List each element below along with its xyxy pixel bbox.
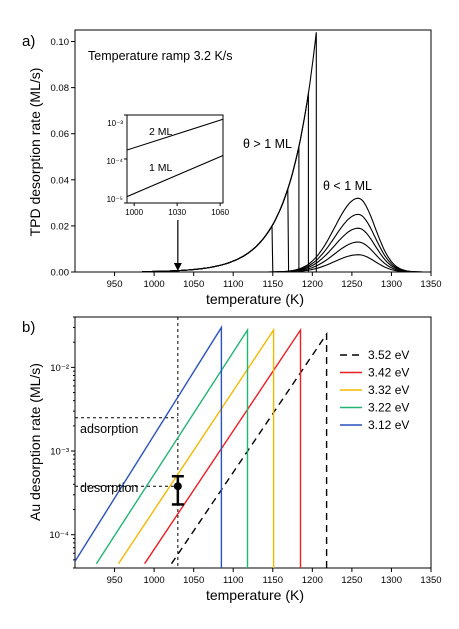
panel-b-y-axis-label: Au desorption rate (ML/s) [27, 363, 43, 521]
inset-x-tick-label: 1000 [125, 208, 143, 217]
panel-a-x-ticks: 950 1000 1050 1100 1150 1200 1250 1300 1350 [107, 272, 442, 290]
legend-label: 3.42 eV [368, 366, 409, 380]
panel-a-label: a) [22, 33, 35, 50]
zero-order-curve [142, 32, 317, 273]
panel-a-inset: 1000 1030 1060 10⁻³ 10⁻⁴ 10⁻⁵ 2 ML 1 ML [106, 114, 230, 217]
panel-a-theta-greater-annotation: θ > 1 ML [243, 137, 292, 151]
y-tick-label: 10⁻³ [50, 447, 69, 458]
x-tick-label: 1200 [302, 575, 323, 586]
panel-b-x-axis-label: temperature (K) [206, 587, 304, 603]
x-tick-label: 1050 [183, 279, 204, 290]
series-line [117, 327, 275, 568]
inset-series-2ml-label: 2 ML [149, 126, 173, 138]
panel-a-arrow [173, 220, 182, 271]
x-tick-label: 1200 [302, 279, 323, 290]
x-tick-label: 1100 [223, 575, 243, 586]
panel-b-x-ticks: 950 1000 1050 1100 1150 1200 1250 1300 1350 [107, 568, 442, 586]
x-tick-label: 1300 [381, 575, 402, 586]
y-tick-label: 0.02 [51, 221, 70, 232]
data-point-marker [173, 482, 182, 491]
panel-b-desorption-label: desorption [80, 481, 138, 495]
inset-y-tick-label: 10⁻⁴ [106, 157, 123, 166]
panel-a-y-axis-label: TPD desorption rate (ML/s) [27, 68, 43, 237]
inset-series-line [126, 118, 224, 151]
inset-lines [126, 118, 224, 198]
inset-series-1ml-label: 1 ML [149, 162, 173, 174]
legend-label: 3.12 eV [368, 418, 409, 432]
x-tick-label: 950 [107, 575, 123, 586]
panel-b-y-ticks: 10⁻⁴ 10⁻³ 10⁻² [49, 316, 75, 569]
x-tick-label: 1250 [341, 575, 362, 586]
panel-b-data-point [171, 474, 184, 506]
y-tick-label: 10⁻⁴ [49, 530, 69, 541]
x-tick-label: 1250 [341, 279, 362, 290]
inset-y-tick-label: 10⁻³ [107, 119, 123, 128]
panel-b: b) 950 1000 1050 1100 1150 1200 1250 1300 1350 1… [22, 316, 442, 603]
panel-a-y-ticks: 0.00 0.02 0.04 0.06 0.08 0.10 [51, 37, 75, 279]
inset-x-tick-label: 1030 [168, 208, 186, 217]
x-tick-label: 1150 [263, 279, 283, 290]
y-tick-label: 0.06 [51, 129, 70, 140]
panel-b-reference-lines [75, 317, 179, 568]
series-line [95, 327, 249, 568]
x-tick-label: 1350 [420, 279, 441, 290]
y-tick-label: 0.08 [51, 83, 70, 94]
panel-a-curves [75, 32, 431, 273]
x-tick-label: 950 [107, 279, 123, 290]
panel-a-ramp-annotation: Temperature ramp 3.2 K/s [88, 49, 233, 63]
y-tick-label: 0.10 [51, 37, 70, 48]
panel-b-frame [74, 316, 432, 569]
y-tick-label: 0.00 [51, 268, 70, 279]
x-tick-label: 1050 [183, 575, 204, 586]
y-tick-label: 10⁻² [50, 363, 69, 374]
legend-label: 3.52 eV [368, 348, 409, 362]
inset-y-tick-label: 10⁻⁵ [107, 195, 123, 204]
panel-b-adsorption-label: adsorption [80, 422, 138, 436]
panel-b-label: b) [22, 319, 35, 336]
series-line [74, 325, 223, 568]
inset-series-line [126, 155, 224, 198]
x-tick-label: 1150 [263, 575, 283, 586]
panel-a-theta-less-annotation: θ < 1 ML [323, 179, 372, 193]
panel-a: a) 950 1000 1050 1100 1150 1200 1250 1300 1350 0… [22, 29, 442, 307]
x-tick-label: 1000 [144, 575, 165, 586]
legend-label: 3.32 eV [368, 383, 409, 397]
panel-b-series [74, 325, 328, 568]
legend-label: 3.22 eV [368, 401, 409, 415]
x-tick-label: 1300 [381, 279, 402, 290]
panel-b-legend: 3.52 eV 3.42 eV 3.32 eV 3.22 eV 3.12 eV [340, 348, 409, 432]
inset-frame [126, 114, 224, 204]
first-order-curve [76, 241, 431, 273]
y-tick-label: 0.04 [51, 175, 70, 186]
x-tick-label: 1000 [144, 279, 165, 290]
panel-a-x-axis-label: temperature (K) [206, 291, 304, 307]
series-line [144, 327, 302, 568]
inset-ticks: 1000 1030 1060 [124, 114, 230, 217]
x-tick-label: 1350 [420, 575, 441, 586]
inset-x-tick-label: 1060 [211, 208, 229, 217]
x-tick-label: 1100 [223, 279, 243, 290]
series-line [170, 331, 328, 568]
